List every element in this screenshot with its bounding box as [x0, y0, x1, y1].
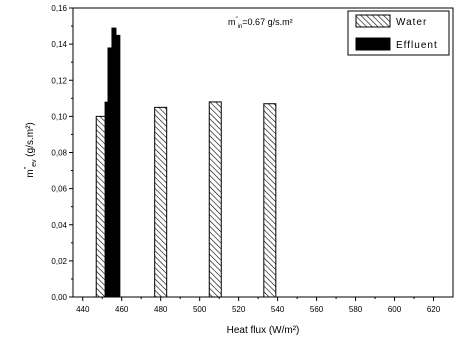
y-tick-label: 0,04	[51, 221, 67, 230]
legend-label-water: Water	[396, 17, 427, 28]
x-tick-label: 600	[388, 305, 402, 314]
y-axis-title-sub: ev	[31, 159, 38, 167]
x-tick-label: 580	[349, 305, 363, 314]
y-axis-title-base: m	[25, 169, 36, 177]
y-tick-label: 0,12	[51, 76, 67, 85]
y-tick-label: 0,10	[51, 112, 67, 121]
annotation-sub: in	[238, 24, 243, 30]
bar-water	[208, 101, 222, 298]
annotation-base: m	[228, 17, 236, 27]
y-axis-ticks: 0,00 0,02 0,04 0,06 0,08 0,10 0,12 0,14 0,16	[51, 4, 73, 302]
annotation-inlet-flux: m″in=0.67 g/s.m²	[228, 17, 293, 30]
y-axis-title: m″ev (g/s.m²)	[24, 122, 38, 177]
legend-swatch-effluent	[355, 37, 391, 51]
bar-effluent	[115, 34, 121, 298]
x-tick-label: 500	[193, 305, 207, 314]
y-tick-label: 0,16	[51, 4, 67, 13]
x-tick-label: 540	[271, 305, 285, 314]
bars-group	[95, 27, 277, 298]
x-tick-label: 460	[115, 305, 129, 314]
x-tick-label: 560	[310, 305, 324, 314]
x-tick-label: 520	[232, 305, 246, 314]
legend-label-effluent: Effluent	[396, 40, 438, 51]
y-tick-label: 0,14	[51, 40, 67, 49]
x-tick-label: 620	[427, 305, 441, 314]
y-axis-title-mark: ″	[24, 166, 31, 169]
y-axis-title-rest: (g/s.m²)	[25, 122, 36, 159]
annotation-rest: =0.67 g/s.m²	[242, 17, 292, 27]
x-axis-ticks: 440 460 480 500 520 540 560 580 600 620	[76, 297, 441, 314]
x-tick-label: 480	[154, 305, 168, 314]
x-axis-title: Heat flux (W/m²)	[227, 325, 300, 336]
y-tick-label: 0,08	[51, 149, 67, 158]
y-tick-label: 0,02	[51, 257, 67, 266]
legend-swatch-water	[355, 14, 391, 28]
annotation-mark: ″	[236, 17, 239, 23]
legend: Water Effluent	[347, 10, 450, 56]
bar-water	[263, 103, 277, 298]
x-tick-label: 440	[76, 305, 90, 314]
y-tick-label: 0,06	[51, 185, 67, 194]
bar-water	[154, 106, 168, 298]
y-tick-label: 0,00	[51, 293, 67, 302]
